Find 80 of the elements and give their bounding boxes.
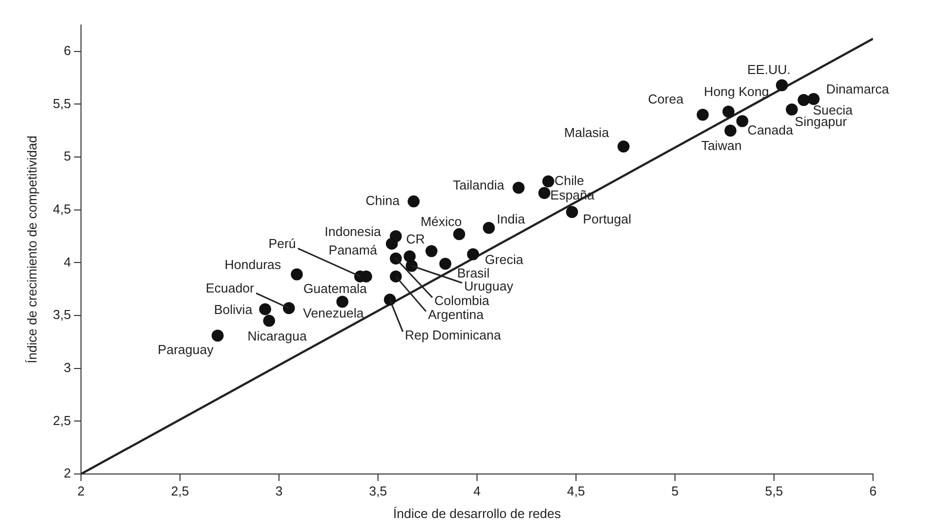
y-tick-label: 4 <box>64 254 71 270</box>
point <box>408 195 420 208</box>
annotation: Brasil <box>457 265 490 280</box>
point <box>336 296 348 308</box>
annotation: Malasia <box>564 125 610 140</box>
annotation: Grecia <box>484 252 524 267</box>
annotation: Ecuador <box>206 280 255 296</box>
x-tick-label: 3 <box>275 483 283 498</box>
annotation: Taiwan <box>701 138 742 154</box>
annotation: Venezuela <box>302 305 364 320</box>
annotation: Rep Dominicana <box>404 327 502 342</box>
y-axis-title: Índice de crecimiento de competitividad <box>24 136 40 364</box>
point <box>384 294 396 306</box>
point <box>386 238 398 250</box>
point <box>566 206 578 218</box>
annotation: Perú <box>268 236 296 252</box>
annotation: EE.UU. <box>747 62 791 77</box>
x-tick-label: 4,5 <box>566 483 586 498</box>
point <box>808 92 820 105</box>
point <box>282 302 295 314</box>
point <box>404 250 416 262</box>
point <box>259 303 272 316</box>
point <box>736 115 748 128</box>
y-tick-label: 6 <box>64 42 71 58</box>
annotation: Colombia <box>434 293 490 308</box>
x-tick-label: 6 <box>869 483 877 498</box>
annotation: Guatemala <box>303 281 368 296</box>
y-tick-label: 2 <box>64 466 71 481</box>
point <box>798 94 810 106</box>
x-tick-label: 4 <box>473 483 481 498</box>
point <box>390 252 402 264</box>
annotation: Honduras <box>224 256 282 272</box>
annotation: Panamá <box>328 242 378 258</box>
point <box>696 108 709 121</box>
annotation: Portugal <box>582 212 632 227</box>
point <box>538 186 550 199</box>
point <box>453 228 466 240</box>
x-axis-title: Índice de desarrollo de redes <box>393 506 562 521</box>
x-tick-label: 2 <box>77 483 85 498</box>
annotation: Nicaragua <box>247 328 308 344</box>
y-tick-label: 5 <box>64 148 71 164</box>
point <box>618 140 630 152</box>
annotation: Uruguay <box>464 278 514 294</box>
annotation: México <box>420 214 462 229</box>
point <box>786 104 798 116</box>
annotation: Dinamarca <box>826 82 890 97</box>
x-tick-label: 2,5 <box>170 483 190 498</box>
point <box>724 124 736 137</box>
point <box>263 314 276 327</box>
annotation: China <box>366 193 400 208</box>
point <box>482 222 495 234</box>
y-tick-label: 2,5 <box>52 412 71 428</box>
annotation: Paraguay <box>158 342 214 358</box>
point <box>542 175 554 188</box>
point <box>390 270 402 282</box>
point <box>212 330 224 342</box>
y-tick-label: 3,5 <box>52 307 71 322</box>
annotation: India <box>496 211 526 226</box>
annotation: Corea <box>648 91 684 106</box>
annotation: Tailandia <box>452 177 505 192</box>
annotation: Argentina <box>428 307 484 322</box>
point <box>776 79 788 92</box>
annotation: Indonesia <box>324 224 382 239</box>
x-tick-label: 5 <box>671 483 679 498</box>
y-tick-label: 3 <box>64 360 71 375</box>
annotation: Canada <box>748 122 794 138</box>
x-tick-label: 3,5 <box>368 483 388 498</box>
annotation: Chile <box>554 172 584 188</box>
point <box>722 106 734 118</box>
y-tick-label: 5,5 <box>52 96 71 111</box>
point <box>512 182 525 194</box>
annotation: Hong Kong <box>704 84 769 100</box>
point <box>425 245 438 258</box>
point <box>439 258 452 270</box>
annotation: CR <box>406 232 425 247</box>
point <box>290 268 303 280</box>
point <box>467 248 480 260</box>
annotation: Bolivia <box>214 302 254 317</box>
y-tick-label: 4,5 <box>52 201 71 216</box>
x-tick-label: 5,5 <box>764 483 784 498</box>
